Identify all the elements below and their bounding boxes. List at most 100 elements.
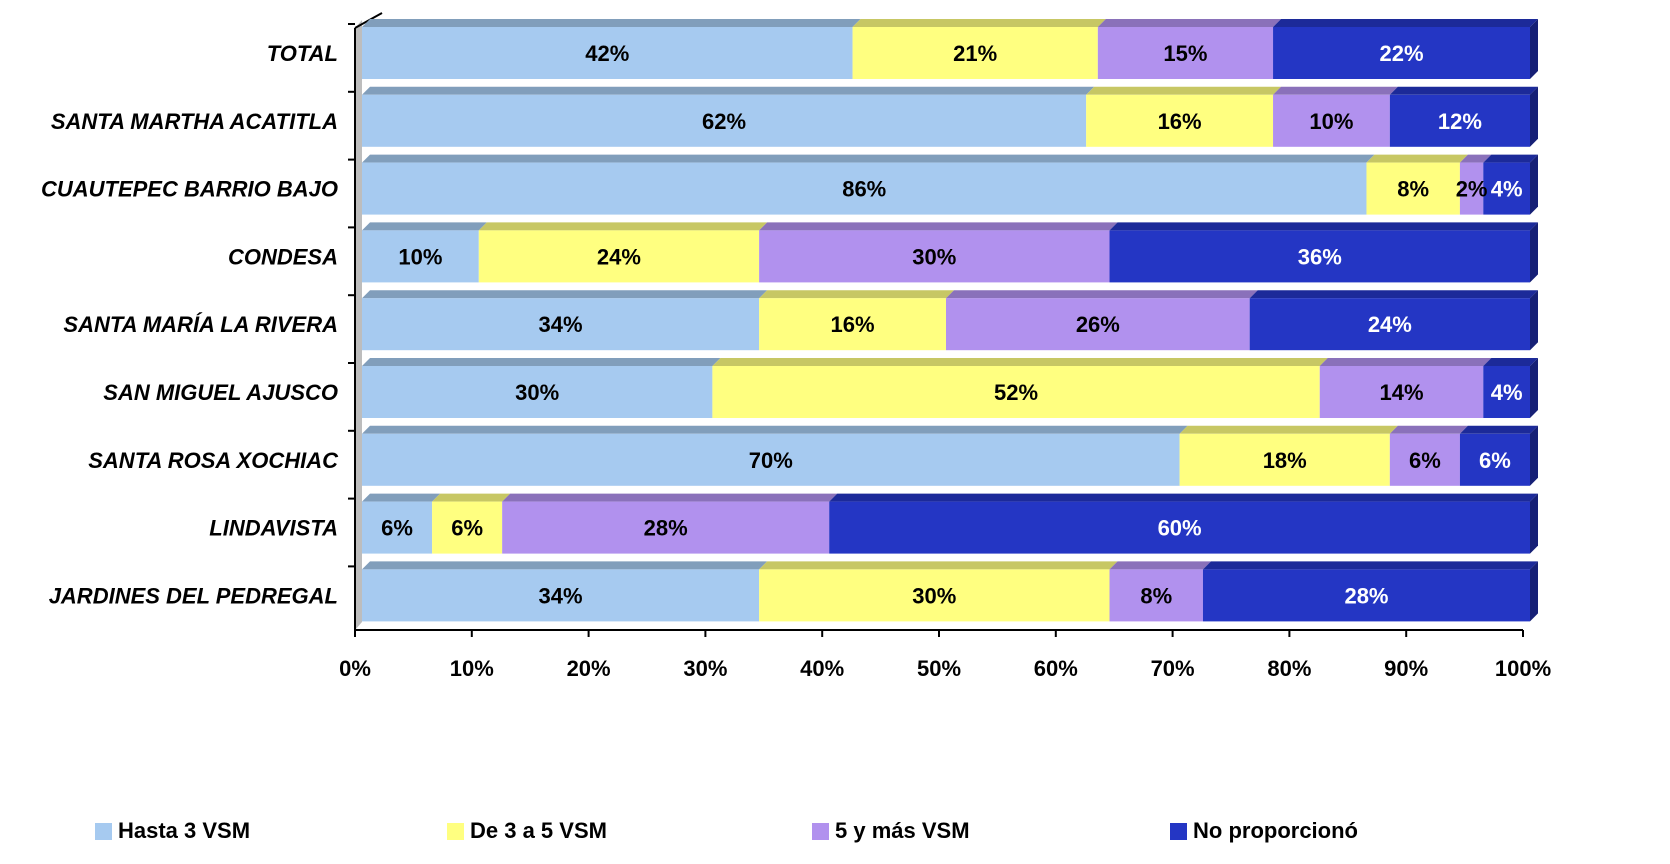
bar-cuautepec-barrio-bajo-no-proporciono-side	[1530, 154, 1538, 215]
x-tick-label: 80%	[1267, 656, 1311, 681]
legend-swatch	[1170, 822, 1187, 840]
data-label-total-5-y-mas-vsm: 15%	[1163, 41, 1207, 66]
category-label-cuautepec-barrio-bajo: CUAUTEPEC BARRIO BAJO	[41, 177, 338, 202]
bar-cuautepec-barrio-bajo-no-proporciono-top	[1483, 154, 1538, 163]
bar-san-miguel-ajusco-5-y-mas-vsm	[1319, 366, 1484, 418]
bar-santa-rosa-xochiac-no-proporciono	[1459, 433, 1530, 486]
bar-condesa-5-y-mas-vsm	[759, 230, 1110, 283]
bar-santa-maria-la-rivera-no-proporciono-top	[1249, 290, 1538, 299]
data-label-lindavista-no-proporciono: 60%	[1158, 516, 1202, 541]
axis-layer	[348, 12, 1524, 637]
bar-lindavista-no-proporciono-top	[829, 493, 1538, 502]
data-label-jardines-del-pedregal-no-proporciono: 28%	[1344, 583, 1388, 608]
data-label-santa-martha-acatitla-no-proporciono: 12%	[1438, 109, 1482, 134]
x-tick-label: 40%	[800, 656, 844, 681]
bar-total-de-3-a-5-vsm	[852, 27, 1098, 79]
bar-san-miguel-ajusco-no-proporciono-top	[1483, 358, 1538, 366]
bar-condesa-no-proporciono	[1109, 230, 1530, 283]
bar-santa-rosa-xochiac-no-proporciono-top	[1459, 425, 1538, 434]
category-label-santa-rosa-xochiac: SANTA ROSA XOCHIAC	[88, 448, 339, 473]
bar-lindavista-no-proporciono-side	[1530, 493, 1538, 554]
data-label-jardines-del-pedregal-5-y-mas-vsm: 8%	[1140, 583, 1172, 608]
labels-layer: 0% 10% 20% 30% 40% 50% 60% 70% 80% 90% 100% TOTAL 42…	[41, 41, 1551, 681]
legend-item-5-y-mas-vsm: 5 y más VSM	[812, 818, 970, 844]
bar-san-miguel-ajusco-de-3-a-5-vsm	[712, 366, 1320, 418]
legend-item-de-3-a-5-vsm: De 3 a 5 VSM	[447, 818, 607, 844]
bar-santa-martha-acatitla-hasta-3-vsm-top	[362, 86, 1095, 95]
bar-santa-rosa-xochiac-5-y-mas-vsm-top	[1389, 425, 1468, 434]
data-label-santa-rosa-xochiac-5-y-mas-vsm: 6%	[1409, 448, 1441, 473]
legend-item-hasta-3-vsm: Hasta 3 VSM	[95, 818, 250, 844]
bar-cuautepec-barrio-bajo-hasta-3-vsm	[362, 162, 1367, 215]
bar-total-no-proporciono-side	[1530, 19, 1538, 79]
bar-jardines-del-pedregal-de-3-a-5-vsm	[759, 569, 1110, 622]
bar-santa-maria-la-rivera-hasta-3-vsm-top	[362, 290, 768, 299]
legend-label: 5 y más VSM	[835, 818, 970, 843]
data-label-condesa-no-proporciono: 36%	[1298, 244, 1342, 269]
bar-santa-rosa-xochiac-no-proporciono-side	[1530, 425, 1538, 486]
data-label-santa-rosa-xochiac-de-3-a-5-vsm: 18%	[1263, 448, 1307, 473]
x-tick-label: 60%	[1034, 656, 1078, 681]
x-tick-label: 50%	[917, 656, 961, 681]
bar-condesa-de-3-a-5-vsm	[478, 230, 760, 283]
bar-santa-martha-acatitla-5-y-mas-vsm	[1273, 94, 1390, 147]
bar-santa-martha-acatitla-5-y-mas-vsm-top	[1273, 86, 1398, 95]
bar-total-5-y-mas-vsm	[1097, 27, 1274, 79]
bar-santa-maria-la-rivera-no-proporciono	[1249, 298, 1530, 351]
data-label-cuautepec-barrio-bajo-hasta-3-vsm: 86%	[842, 177, 886, 202]
bar-jardines-del-pedregal-no-proporciono-top	[1202, 561, 1538, 570]
bar-lindavista-de-3-a-5-vsm	[432, 501, 503, 554]
bar-cuautepec-barrio-bajo-de-3-a-5-vsm	[1366, 162, 1460, 215]
bar-santa-maria-la-rivera-5-y-mas-vsm-top	[946, 290, 1258, 299]
bar-jardines-del-pedregal-hasta-3-vsm	[362, 569, 760, 622]
data-label-san-miguel-ajusco-de-3-a-5-vsm: 52%	[994, 380, 1038, 405]
bar-santa-rosa-xochiac-5-y-mas-vsm	[1389, 433, 1460, 486]
bar-lindavista-hasta-3-vsm-top	[362, 493, 441, 502]
bar-lindavista-5-y-mas-vsm-top	[502, 493, 838, 502]
data-label-santa-martha-acatitla-hasta-3-vsm: 62%	[702, 109, 746, 134]
bar-total-de-3-a-5-vsm-top	[852, 19, 1106, 27]
legend-label: De 3 a 5 VSM	[470, 818, 607, 843]
data-label-condesa-hasta-3-vsm: 10%	[398, 244, 442, 269]
bar-santa-martha-acatitla-no-proporciono-top	[1389, 86, 1538, 95]
legend-label: No proporcionó	[1193, 818, 1358, 843]
bar-cuautepec-barrio-bajo-de-3-a-5-vsm-top	[1366, 154, 1468, 163]
data-label-lindavista-5-y-mas-vsm: 28%	[644, 516, 688, 541]
data-label-total-hasta-3-vsm: 42%	[585, 41, 629, 66]
category-label-san-miguel-ajusco: SAN MIGUEL AJUSCO	[103, 380, 338, 405]
data-label-jardines-del-pedregal-hasta-3-vsm: 34%	[539, 583, 583, 608]
bar-santa-martha-acatitla-hasta-3-vsm	[362, 94, 1087, 147]
bar-cuautepec-barrio-bajo-hasta-3-vsm-top	[362, 154, 1375, 163]
x-tick-label: 100%	[1495, 656, 1551, 681]
bar-jardines-del-pedregal-hasta-3-vsm-top	[362, 561, 768, 570]
data-label-santa-maria-la-rivera-de-3-a-5-vsm: 16%	[831, 312, 875, 337]
legend-item-no-proporciono: No proporcionó	[1170, 818, 1358, 844]
data-label-san-miguel-ajusco-no-proporciono: 4%	[1491, 380, 1523, 405]
bar-san-miguel-ajusco-hasta-3-vsm	[362, 366, 713, 418]
bar-condesa-5-y-mas-vsm-top	[759, 222, 1118, 231]
bar-lindavista-5-y-mas-vsm	[502, 501, 830, 554]
bar-condesa-hasta-3-vsm-top	[362, 222, 487, 231]
data-label-cuautepec-barrio-bajo-no-proporciono: 4%	[1491, 177, 1523, 202]
data-label-santa-maria-la-rivera-no-proporciono: 24%	[1368, 312, 1412, 337]
bar-lindavista-de-3-a-5-vsm-top	[432, 493, 511, 502]
data-label-santa-martha-acatitla-de-3-a-5-vsm: 16%	[1158, 109, 1202, 134]
bar-total-no-proporciono-top	[1273, 19, 1538, 27]
data-label-condesa-de-3-a-5-vsm: 24%	[597, 244, 641, 269]
bar-santa-maria-la-rivera-no-proporciono-side	[1530, 290, 1538, 351]
category-label-condesa: CONDESA	[228, 244, 338, 269]
bar-santa-rosa-xochiac-hasta-3-vsm	[362, 433, 1180, 486]
bar-jardines-del-pedregal-de-3-a-5-vsm-top	[759, 561, 1118, 570]
data-label-condesa-5-y-mas-vsm: 30%	[912, 244, 956, 269]
data-label-santa-maria-la-rivera-hasta-3-vsm: 34%	[539, 312, 583, 337]
y-axis-wall	[355, 20, 362, 630]
bar-san-miguel-ajusco-no-proporciono-side	[1530, 358, 1538, 418]
bar-jardines-del-pedregal-5-y-mas-vsm-top	[1109, 561, 1211, 570]
bar-jardines-del-pedregal-no-proporciono	[1202, 569, 1530, 622]
bar-total-hasta-3-vsm-top	[362, 19, 861, 27]
bar-total-5-y-mas-vsm-top	[1097, 19, 1282, 27]
data-label-santa-rosa-xochiac-hasta-3-vsm: 70%	[749, 448, 793, 473]
data-label-santa-maria-la-rivera-5-y-mas-vsm: 26%	[1076, 312, 1120, 337]
x-tick-label: 20%	[567, 656, 611, 681]
